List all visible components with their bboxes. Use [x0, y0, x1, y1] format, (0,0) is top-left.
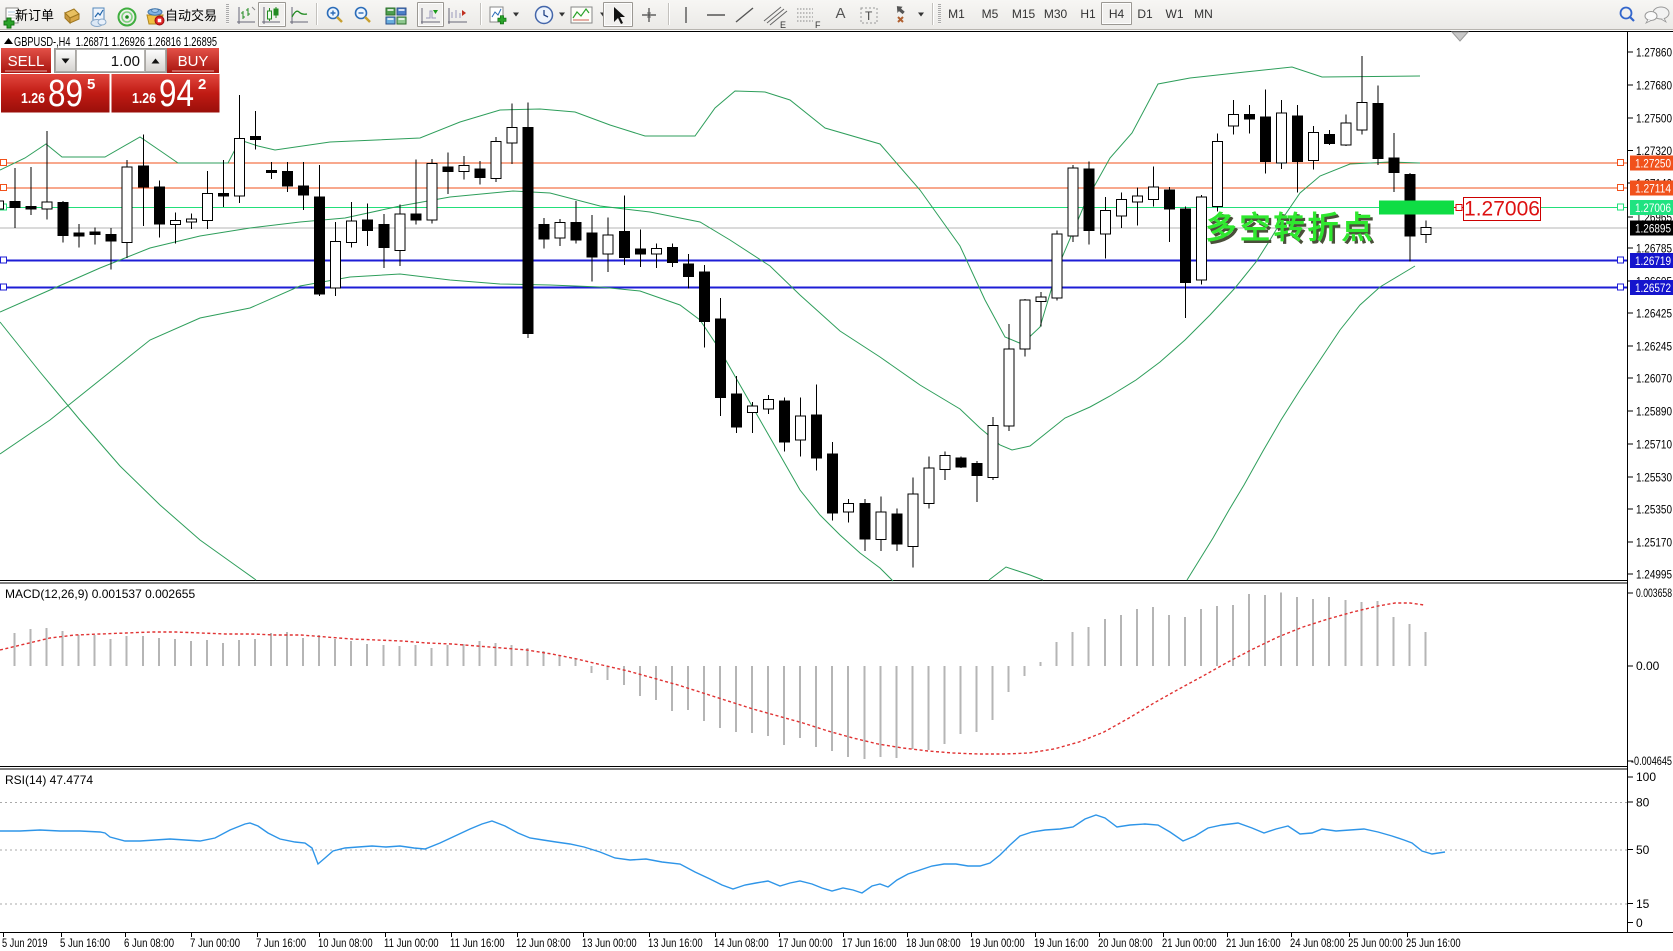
svg-text:12 Jun 08:00: 12 Jun 08:00 — [516, 936, 571, 950]
svg-text:5 Jun 2019: 5 Jun 2019 — [2, 936, 48, 950]
svg-text:GBPUSD-,H4 1.26871 1.26926 1.: GBPUSD-,H4 1.26871 1.26926 1.26816 1.268… — [14, 35, 217, 49]
svg-text:E: E — [780, 20, 786, 30]
svg-text:94: 94 — [159, 73, 194, 115]
svg-text:13 Jun 16:00: 13 Jun 16:00 — [648, 936, 703, 950]
svg-text:1.27680: 1.27680 — [1636, 79, 1672, 93]
svg-text:1.27500: 1.27500 — [1636, 112, 1672, 126]
svg-text:1.26425: 1.26425 — [1636, 307, 1672, 321]
svg-text:1.24995: 1.24995 — [1636, 568, 1672, 582]
svg-text:1.27006: 1.27006 — [1464, 198, 1540, 221]
svg-text:0.00: 0.00 — [1636, 659, 1660, 673]
svg-text:-0.004645: -0.004645 — [1631, 754, 1672, 768]
svg-text:1.00: 1.00 — [111, 53, 140, 70]
svg-text:1.27320: 1.27320 — [1636, 144, 1672, 158]
svg-text:1.25350: 1.25350 — [1636, 503, 1672, 517]
svg-text:1.26572: 1.26572 — [1635, 281, 1671, 295]
svg-text:18 Jun 08:00: 18 Jun 08:00 — [906, 936, 961, 950]
svg-text:2: 2 — [198, 76, 206, 93]
svg-text:多空转折点: 多空转折点 — [1206, 211, 1376, 246]
svg-text:10 Jun 08:00: 10 Jun 08:00 — [318, 936, 373, 950]
svg-text:17 Jun 16:00: 17 Jun 16:00 — [842, 936, 897, 950]
svg-text:1.25710: 1.25710 — [1636, 438, 1672, 452]
svg-text:1.27006: 1.27006 — [1635, 201, 1671, 215]
svg-text:1.25170: 1.25170 — [1636, 536, 1672, 550]
svg-text:11 Jun 16:00: 11 Jun 16:00 — [450, 936, 505, 950]
svg-text:11 Jun 00:00: 11 Jun 00:00 — [384, 936, 439, 950]
svg-text:1.26719: 1.26719 — [1635, 254, 1671, 268]
svg-text:BUY: BUY — [178, 53, 209, 70]
svg-text:19 Jun 00:00: 19 Jun 00:00 — [970, 936, 1025, 950]
svg-text:RSI(14) 47.4774: RSI(14) 47.4774 — [5, 773, 93, 787]
svg-text:1.26785: 1.26785 — [1636, 242, 1672, 256]
svg-text:1.26895: 1.26895 — [1635, 222, 1671, 236]
svg-text:T: T — [865, 9, 873, 23]
svg-text:25 Jun 16:00: 25 Jun 16:00 — [1406, 936, 1461, 950]
svg-text:1.26070: 1.26070 — [1636, 372, 1672, 386]
svg-text:1.26245: 1.26245 — [1636, 340, 1672, 354]
svg-text:5: 5 — [87, 76, 95, 93]
svg-text:21 Jun 16:00: 21 Jun 16:00 — [1226, 936, 1281, 950]
svg-text:19 Jun 16:00: 19 Jun 16:00 — [1034, 936, 1089, 950]
svg-text:17 Jun 00:00: 17 Jun 00:00 — [778, 936, 833, 950]
svg-text:SELL: SELL — [8, 53, 45, 70]
svg-text:F: F — [815, 20, 821, 30]
svg-text:50: 50 — [1636, 843, 1650, 857]
svg-text:多空转折点: 多空转折点 — [1208, 213, 1378, 248]
svg-text:6 Jun 08:00: 6 Jun 08:00 — [124, 936, 174, 950]
svg-text:1.26: 1.26 — [21, 90, 45, 107]
svg-text:21 Jun 00:00: 21 Jun 00:00 — [1162, 936, 1217, 950]
svg-text:80: 80 — [1636, 796, 1650, 810]
svg-text:1.27114: 1.27114 — [1635, 182, 1671, 196]
svg-text:7 Jun 00:00: 7 Jun 00:00 — [190, 936, 240, 950]
svg-text:7 Jun 16:00: 7 Jun 16:00 — [256, 936, 306, 950]
svg-text:25 Jun 00:00: 25 Jun 00:00 — [1348, 936, 1403, 950]
svg-text:5 Jun 16:00: 5 Jun 16:00 — [60, 936, 110, 950]
svg-text:14 Jun 08:00: 14 Jun 08:00 — [714, 936, 769, 950]
svg-text:13 Jun 00:00: 13 Jun 00:00 — [582, 936, 637, 950]
svg-text:1.27250: 1.27250 — [1635, 157, 1671, 171]
svg-text:1.26: 1.26 — [132, 90, 156, 107]
svg-text:100: 100 — [1636, 770, 1656, 784]
svg-text:20 Jun 08:00: 20 Jun 08:00 — [1098, 936, 1153, 950]
svg-text:1.27860: 1.27860 — [1636, 46, 1672, 60]
svg-text:89: 89 — [48, 73, 83, 115]
svg-text:1.25890: 1.25890 — [1636, 405, 1672, 419]
svg-text:15: 15 — [1636, 897, 1650, 911]
svg-text:24 Jun 08:00: 24 Jun 08:00 — [1290, 936, 1345, 950]
svg-text:0.003658: 0.003658 — [1636, 586, 1672, 600]
svg-text:MACD(12,26,9) 0.001537 0.00265: MACD(12,26,9) 0.001537 0.002655 — [5, 587, 195, 601]
svg-text:1.25530: 1.25530 — [1636, 471, 1672, 485]
svg-text:0: 0 — [1636, 916, 1643, 930]
